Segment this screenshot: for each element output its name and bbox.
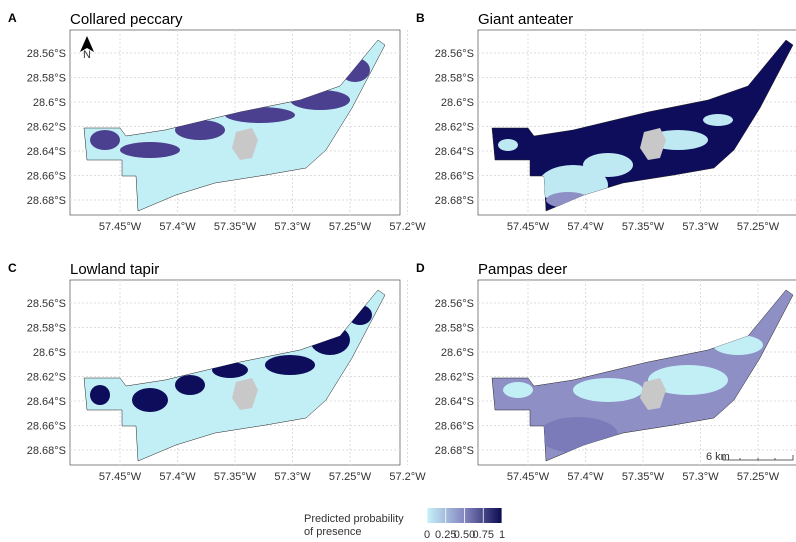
habitat-patch: [713, 335, 763, 355]
x-tick-label: 57.25°W: [737, 221, 780, 233]
north-arrow: [80, 36, 94, 52]
x-tick-label: 57.2°W: [389, 471, 426, 483]
y-tick-label: 28.56°S: [435, 298, 474, 310]
north-label: N: [83, 49, 91, 61]
x-tick-label: 57.3°W: [274, 471, 311, 483]
lake: [640, 378, 666, 410]
x-tick-label: 57.25°W: [329, 471, 372, 483]
habitat-patch: [90, 130, 120, 150]
map-panel: C Lowland tapir 28.56°S 28.58°S 28.6°S 28.62°…: [8, 261, 426, 483]
y-tick-label: 28.62°S: [435, 372, 474, 384]
y-tick-label: 28.64°S: [435, 146, 474, 158]
y-tick-label: 28.58°S: [27, 323, 66, 335]
panel-title: Lowland tapir: [70, 261, 159, 278]
y-tick-label: 28.62°S: [435, 122, 474, 134]
y-tick-label: 28.68°S: [435, 195, 474, 207]
lake: [640, 128, 666, 160]
y-tick-label: 28.56°S: [27, 48, 66, 60]
y-tick-label: 28.6°S: [33, 347, 66, 359]
legend-title: Predicted probability: [304, 513, 404, 525]
legend-tick-label: 0.75: [473, 529, 494, 541]
habitat-patch: [340, 58, 370, 82]
habitat-patch: [120, 142, 180, 158]
x-tick-label: 57.35°W: [214, 221, 257, 233]
y-tick-label: 28.64°S: [27, 146, 66, 158]
scale-bar: [722, 455, 794, 461]
y-tick-label: 28.68°S: [435, 445, 474, 457]
legend-tick-label: 0.25: [435, 529, 456, 541]
y-tick-label: 28.56°S: [27, 298, 66, 310]
map-panel: B Giant anteater 28.56°S 28.58°S 28.6°S 28.62…: [416, 11, 796, 233]
x-tick-label: 57.4°W: [159, 221, 196, 233]
x-tick-label: 57.45°W: [507, 471, 550, 483]
habitat-patch: [648, 365, 728, 395]
habitat-patch: [573, 378, 643, 402]
y-tick-label: 28.64°S: [435, 396, 474, 408]
x-tick-label: 57.2°W: [389, 221, 426, 233]
y-tick-label: 28.66°S: [27, 421, 66, 433]
habitat-patch: [503, 382, 533, 398]
x-tick-label: 57.35°W: [214, 471, 257, 483]
y-tick-label: 28.66°S: [27, 171, 66, 183]
x-tick-label: 57.35°W: [622, 221, 665, 233]
legend-title: of presence: [304, 526, 361, 538]
panel-title: Collared peccary: [70, 11, 183, 28]
x-tick-label: 57.3°W: [274, 221, 311, 233]
panel-letter: A: [8, 11, 17, 25]
y-tick-label: 28.58°S: [27, 73, 66, 85]
x-tick-label: 57.45°W: [507, 221, 550, 233]
x-tick-label: 57.3°W: [682, 471, 719, 483]
legend-tick-label: 0.50: [454, 529, 475, 541]
y-tick-label: 28.62°S: [27, 372, 66, 384]
legend-tick-label: 1: [499, 529, 505, 541]
y-tick-label: 28.68°S: [27, 445, 66, 457]
habitat-patch: [225, 107, 295, 123]
habitat-patch: [132, 388, 168, 412]
y-tick-label: 28.66°S: [435, 171, 474, 183]
y-tick-label: 28.62°S: [27, 122, 66, 134]
habitat-patch: [90, 385, 110, 405]
y-tick-label: 28.66°S: [435, 421, 474, 433]
legend-tick-label: 0: [424, 529, 430, 541]
habitat-patch: [175, 375, 205, 395]
x-tick-label: 57.25°W: [329, 221, 372, 233]
x-tick-label: 57.25°W: [737, 471, 780, 483]
y-tick-label: 28.6°S: [441, 347, 474, 359]
lake: [232, 378, 258, 410]
habitat-patch: [583, 153, 633, 177]
map-panel: D Pampas deer 28.56°S 28.58°S 28.6°S 28.62°S 2…: [416, 261, 796, 483]
y-tick-label: 28.6°S: [441, 97, 474, 109]
x-tick-label: 57.3°W: [682, 221, 719, 233]
x-tick-label: 57.35°W: [622, 471, 665, 483]
study-area: [491, 39, 794, 212]
habitat-patch: [348, 305, 372, 325]
panel-title: Giant anteater: [478, 11, 573, 28]
study-area: [491, 289, 794, 462]
habitat-patch: [310, 325, 350, 355]
habitat-patch: [498, 139, 518, 151]
lake: [232, 128, 258, 160]
map-panel: A Collared peccary 28.56°S 28.58°S 28.6°S 28.…: [8, 11, 426, 233]
study-area: [83, 39, 386, 212]
x-tick-label: 57.45°W: [99, 221, 142, 233]
y-tick-label: 28.58°S: [435, 323, 474, 335]
y-tick-label: 28.56°S: [435, 48, 474, 60]
y-tick-label: 28.6°S: [33, 97, 66, 109]
habitat-patch: [175, 120, 225, 140]
panel-letter: B: [416, 11, 425, 25]
habitat-patch: [703, 114, 733, 126]
x-tick-label: 57.4°W: [159, 471, 196, 483]
y-tick-label: 28.64°S: [27, 396, 66, 408]
y-tick-label: 28.58°S: [435, 73, 474, 85]
scale-label: 6 km: [706, 451, 730, 463]
y-tick-label: 28.68°S: [27, 195, 66, 207]
habitat-patch: [265, 355, 315, 375]
x-tick-label: 57.4°W: [567, 471, 604, 483]
panel-letter: C: [8, 261, 17, 275]
x-tick-label: 57.45°W: [99, 471, 142, 483]
panel-letter: D: [416, 261, 425, 275]
panel-title: Pampas deer: [478, 261, 567, 278]
x-tick-label: 57.4°W: [567, 221, 604, 233]
